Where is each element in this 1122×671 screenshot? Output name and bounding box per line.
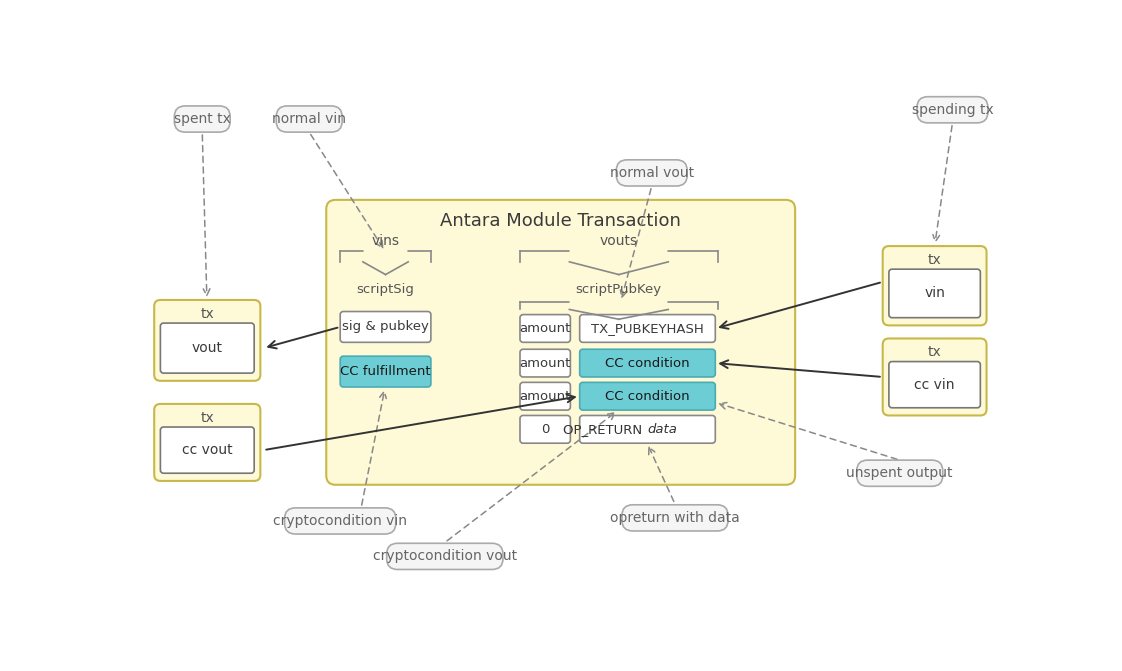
Text: Antara Module Transaction: Antara Module Transaction xyxy=(440,213,681,230)
Text: scriptPubKey: scriptPubKey xyxy=(576,283,662,297)
Text: data: data xyxy=(647,423,678,436)
FancyBboxPatch shape xyxy=(519,315,570,342)
FancyBboxPatch shape xyxy=(519,415,570,443)
FancyBboxPatch shape xyxy=(622,505,728,531)
FancyBboxPatch shape xyxy=(285,508,396,534)
FancyBboxPatch shape xyxy=(340,311,431,342)
FancyBboxPatch shape xyxy=(889,269,981,317)
Text: vouts: vouts xyxy=(599,234,637,248)
Text: amount: amount xyxy=(519,356,571,370)
FancyBboxPatch shape xyxy=(580,315,716,342)
Text: spending tx: spending tx xyxy=(911,103,993,117)
Text: 0: 0 xyxy=(541,423,550,436)
FancyBboxPatch shape xyxy=(580,382,716,410)
Text: cc vout: cc vout xyxy=(182,443,232,457)
Text: TX_PUBKEYHASH: TX_PUBKEYHASH xyxy=(591,322,703,335)
Text: unspent output: unspent output xyxy=(846,466,953,480)
FancyBboxPatch shape xyxy=(580,415,716,443)
FancyBboxPatch shape xyxy=(154,300,260,381)
Text: scriptSig: scriptSig xyxy=(356,283,414,297)
Text: cc vin: cc vin xyxy=(914,378,955,392)
FancyBboxPatch shape xyxy=(160,427,255,473)
Text: amount: amount xyxy=(519,390,571,403)
Text: vin: vin xyxy=(925,287,945,301)
FancyBboxPatch shape xyxy=(174,106,230,132)
Text: cryptocondition vout: cryptocondition vout xyxy=(373,550,517,564)
Text: amount: amount xyxy=(519,322,571,335)
Text: tx: tx xyxy=(928,253,941,267)
Text: tx: tx xyxy=(928,346,941,360)
FancyBboxPatch shape xyxy=(327,200,795,484)
Text: vins: vins xyxy=(371,234,399,248)
FancyBboxPatch shape xyxy=(340,356,431,387)
Text: sig & pubkey: sig & pubkey xyxy=(342,321,429,333)
Text: normal vout: normal vout xyxy=(609,166,693,180)
FancyBboxPatch shape xyxy=(857,460,942,486)
Text: vout: vout xyxy=(192,341,223,355)
FancyBboxPatch shape xyxy=(519,382,570,410)
Text: opreturn with data: opreturn with data xyxy=(610,511,739,525)
FancyBboxPatch shape xyxy=(519,349,570,377)
FancyBboxPatch shape xyxy=(387,544,503,570)
FancyBboxPatch shape xyxy=(889,362,981,408)
FancyBboxPatch shape xyxy=(580,349,716,377)
FancyBboxPatch shape xyxy=(883,338,986,415)
Text: normal vin: normal vin xyxy=(273,112,347,126)
Text: OP_RETURN: OP_RETURN xyxy=(562,423,646,436)
FancyBboxPatch shape xyxy=(883,246,986,325)
Text: cryptocondition vin: cryptocondition vin xyxy=(273,514,407,528)
FancyBboxPatch shape xyxy=(160,323,255,373)
FancyBboxPatch shape xyxy=(616,160,687,186)
FancyBboxPatch shape xyxy=(276,106,342,132)
FancyBboxPatch shape xyxy=(917,97,987,123)
Text: tx: tx xyxy=(201,307,214,321)
Text: CC fulfillment: CC fulfillment xyxy=(340,365,431,378)
Text: tx: tx xyxy=(201,411,214,425)
Text: spent tx: spent tx xyxy=(174,112,231,126)
FancyBboxPatch shape xyxy=(154,404,260,481)
Text: CC condition: CC condition xyxy=(605,356,690,370)
Text: CC condition: CC condition xyxy=(605,390,690,403)
